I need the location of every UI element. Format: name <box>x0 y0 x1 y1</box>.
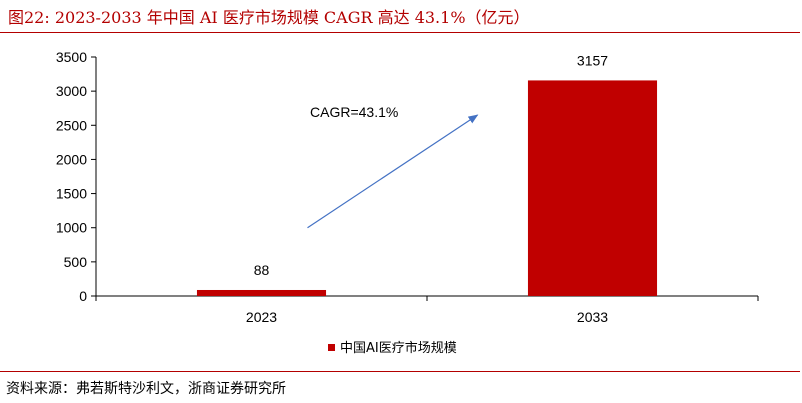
legend-swatch <box>328 344 335 351</box>
x-tick-label: 2033 <box>577 309 608 325</box>
bar-chart: 0 500 1000 1500 2000 2500 3000 3500 2023 2033 88… <box>56 49 759 356</box>
bar-2023 <box>196 289 327 296</box>
x-axis: 2023 2033 <box>95 295 759 325</box>
legend-label: 中国AI医疗市场规模 <box>340 340 457 356</box>
cagr-arrow <box>307 114 479 229</box>
bar-series <box>196 80 658 296</box>
footer-divider <box>0 371 800 372</box>
data-label: 3157 <box>577 52 608 68</box>
source-note: 资料来源：弗若斯特沙利文，浙商证券研究所 <box>6 381 286 397</box>
bar-2033 <box>527 80 658 296</box>
y-tick-label: 2000 <box>56 151 87 167</box>
title-divider <box>0 32 800 33</box>
y-tick-label: 3500 <box>56 49 87 65</box>
cagr-annotation: CAGR=43.1% <box>307 104 479 229</box>
data-label: 88 <box>254 262 270 278</box>
y-tick-label: 0 <box>79 288 87 304</box>
legend: 中国AI医疗市场规模 <box>328 340 457 356</box>
y-tick-label: 500 <box>64 254 88 270</box>
y-axis: 0 500 1000 1500 2000 2500 3000 3500 <box>56 49 97 304</box>
data-labels: 88 3157 <box>254 52 609 278</box>
x-tick-label: 2023 <box>246 309 277 325</box>
cagr-label: CAGR=43.1% <box>310 104 398 120</box>
y-tick-label: 1500 <box>56 186 87 202</box>
y-tick-label: 3000 <box>56 83 87 99</box>
y-tick-label: 2500 <box>56 117 87 133</box>
figure-title: 图22: 2023-2033 年中国 AI 医疗市场规模 CAGR 高达 43.… <box>8 8 530 27</box>
y-tick-label: 1000 <box>56 220 87 236</box>
